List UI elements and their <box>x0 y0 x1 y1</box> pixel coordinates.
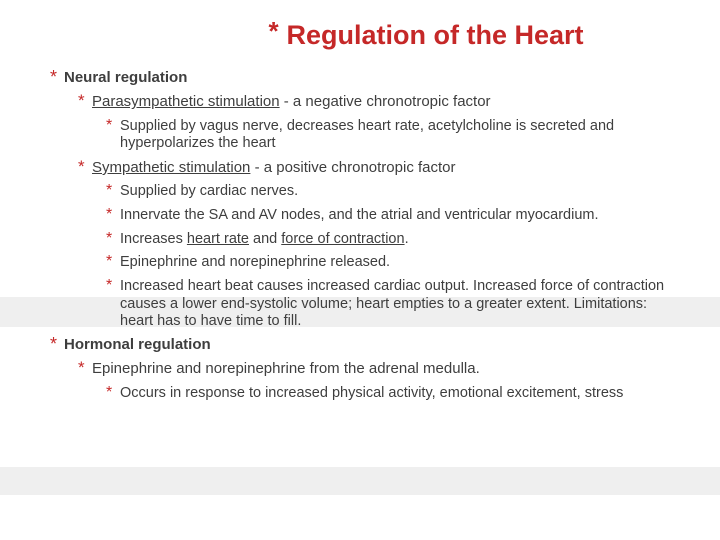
slide-title: * Regulation of the Heart <box>286 20 583 51</box>
underline: Sympathetic stimulation <box>92 159 250 176</box>
bullet-adrenal-medulla: * Epinephrine and norepinephrine from th… <box>50 360 680 378</box>
bullet-icon: * <box>78 91 85 112</box>
text: Supplied by vagus nerve, decreases heart… <box>120 118 614 152</box>
bullet-parasympathetic: * Parasympathetic stimulation - a negati… <box>50 93 680 111</box>
text: Parasympathetic stimulation - a negative… <box>92 93 491 110</box>
bullet-innervate: * Innervate the SA and AV nodes, and the… <box>50 207 680 225</box>
text-tail: - a positive chronotropic factor <box>250 159 455 176</box>
bullet-icon: * <box>106 116 112 136</box>
title-wrap: * Regulation of the Heart <box>50 20 680 51</box>
title-text: Regulation of the Heart <box>286 20 583 50</box>
bullet-icon: * <box>106 229 112 249</box>
bullet-neural-regulation: * Neural regulation <box>50 69 680 87</box>
underline: heart rate <box>187 231 249 247</box>
t: . <box>405 231 409 247</box>
underline: Parasympathetic stimulation <box>92 93 280 110</box>
bullet-icon: * <box>106 383 112 403</box>
bullet-icon: * <box>78 358 85 379</box>
bullet-icon: * <box>106 181 112 201</box>
t: and <box>249 231 281 247</box>
text: Sympathetic stimulation - a positive chr… <box>92 159 456 176</box>
bullet-epinephrine: * Epinephrine and norepinephrine release… <box>50 254 680 272</box>
bullet-cardiac-output: * Increased heart beat causes increased … <box>50 278 680 331</box>
text: Epinephrine and norepinephrine from the … <box>92 360 480 377</box>
bullet-icon: * <box>106 276 112 296</box>
bullet-icon: * <box>106 205 112 225</box>
text: Hormonal regulation <box>64 336 211 353</box>
text-tail: - a negative chronotropic factor <box>280 93 491 110</box>
text: Occurs in response to increased physical… <box>120 385 623 401</box>
text: Epinephrine and norepinephrine released. <box>120 254 390 270</box>
bullet-occurs-response: * Occurs in response to increased physic… <box>50 385 680 403</box>
bullet-icon: * <box>50 67 57 89</box>
bullet-vagus: * Supplied by vagus nerve, decreases hea… <box>50 118 680 153</box>
text: Increased heart beat causes increased ca… <box>120 278 664 329</box>
text: Neural regulation <box>64 69 187 86</box>
bullet-icon: * <box>106 252 112 272</box>
bullet-icon: * <box>268 16 278 47</box>
bullet-icon: * <box>78 157 85 178</box>
text: Increases heart rate and force of contra… <box>120 231 409 247</box>
underline: force of contraction <box>281 231 404 247</box>
text: Innervate the SA and AV nodes, and the a… <box>120 207 599 223</box>
t: Increases <box>120 231 187 247</box>
slide: * Regulation of the Heart * Neural regul… <box>0 0 720 540</box>
text: Supplied by cardiac nerves. <box>120 183 298 199</box>
bullet-icon: * <box>50 334 57 356</box>
bullet-cardiac-nerves: * Supplied by cardiac nerves. <box>50 183 680 201</box>
bullet-increases-rate: * Increases heart rate and force of cont… <box>50 231 680 249</box>
bullet-sympathetic: * Sympathetic stimulation - a positive c… <box>50 159 680 177</box>
bullet-hormonal-regulation: * Hormonal regulation <box>50 336 680 354</box>
